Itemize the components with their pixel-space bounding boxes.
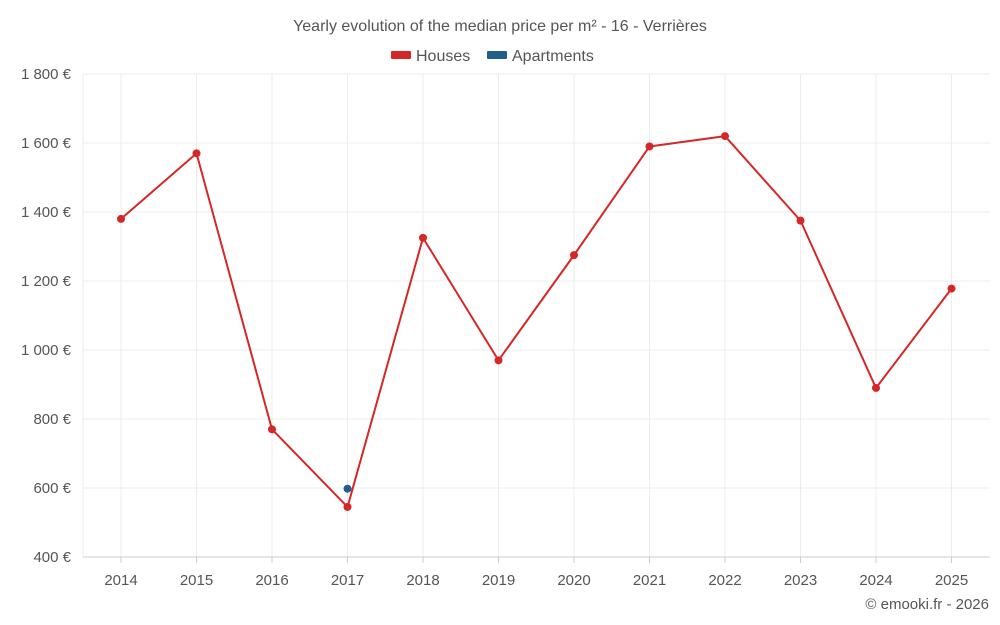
x-tick-label: 2022: [708, 572, 741, 589]
y-tick-label: 600 €: [33, 480, 71, 497]
x-tick-label: 2019: [482, 572, 515, 589]
legend-label-apartments: Apartments: [512, 48, 594, 65]
series-line-houses: [120, 135, 953, 508]
x-tick-label: 2018: [406, 572, 439, 589]
x-tick-label: 2017: [331, 572, 364, 589]
legend: Houses Apartments: [391, 48, 594, 65]
legend-swatch-apartments: [487, 51, 507, 59]
y-tick-label: 1 800 €: [21, 66, 72, 83]
y-tick-label: 800 €: [33, 411, 71, 428]
y-tick-label: 1 400 €: [21, 204, 72, 221]
data-point-houses[interactable]: [947, 284, 956, 293]
data-point-houses[interactable]: [721, 132, 729, 141]
x-tick-label: 2025: [935, 572, 968, 589]
legend-item-houses[interactable]: Houses: [391, 48, 470, 65]
data-point-houses[interactable]: [570, 251, 578, 260]
axes: 400 € 600 € 800 € 1 000 € 1 200 € 1 400 € 1 60…: [21, 66, 990, 589]
x-tick-label: 2015: [180, 572, 213, 589]
x-tick-label: 2023: [784, 572, 817, 589]
x-tick-label: 2014: [104, 572, 137, 589]
data-point-houses[interactable]: [343, 502, 352, 511]
y-tick-label: 400 €: [33, 549, 71, 566]
x-tick-label: 2021: [633, 572, 666, 589]
legend-label-houses: Houses: [416, 48, 470, 65]
copyright-text: © emooki.fr - 2026: [865, 596, 989, 613]
legend-item-apartments[interactable]: Apartments: [487, 48, 594, 65]
data-point-houses[interactable]: [117, 214, 125, 223]
grid: [82, 73, 990, 557]
y-tick-label: 1 200 €: [21, 273, 72, 290]
series: [117, 132, 956, 511]
y-tick-label: 1 600 €: [21, 135, 72, 152]
data-point-houses[interactable]: [872, 383, 880, 392]
data-point-houses[interactable]: [192, 149, 201, 158]
data-point-houses[interactable]: [419, 233, 427, 242]
x-tick-label: 2016: [255, 572, 288, 589]
chart-title: Yearly evolution of the median price per…: [293, 18, 707, 35]
legend-swatch-houses: [391, 51, 411, 59]
y-tick-label: 1 000 €: [21, 342, 72, 359]
x-tick-label: 2020: [557, 572, 590, 589]
data-point-apartments[interactable]: [343, 484, 352, 493]
data-point-houses[interactable]: [796, 216, 805, 225]
data-point-houses[interactable]: [494, 356, 503, 365]
data-point-houses[interactable]: [645, 142, 654, 151]
data-point-houses[interactable]: [268, 425, 276, 434]
x-tick-label: 2024: [859, 572, 892, 589]
